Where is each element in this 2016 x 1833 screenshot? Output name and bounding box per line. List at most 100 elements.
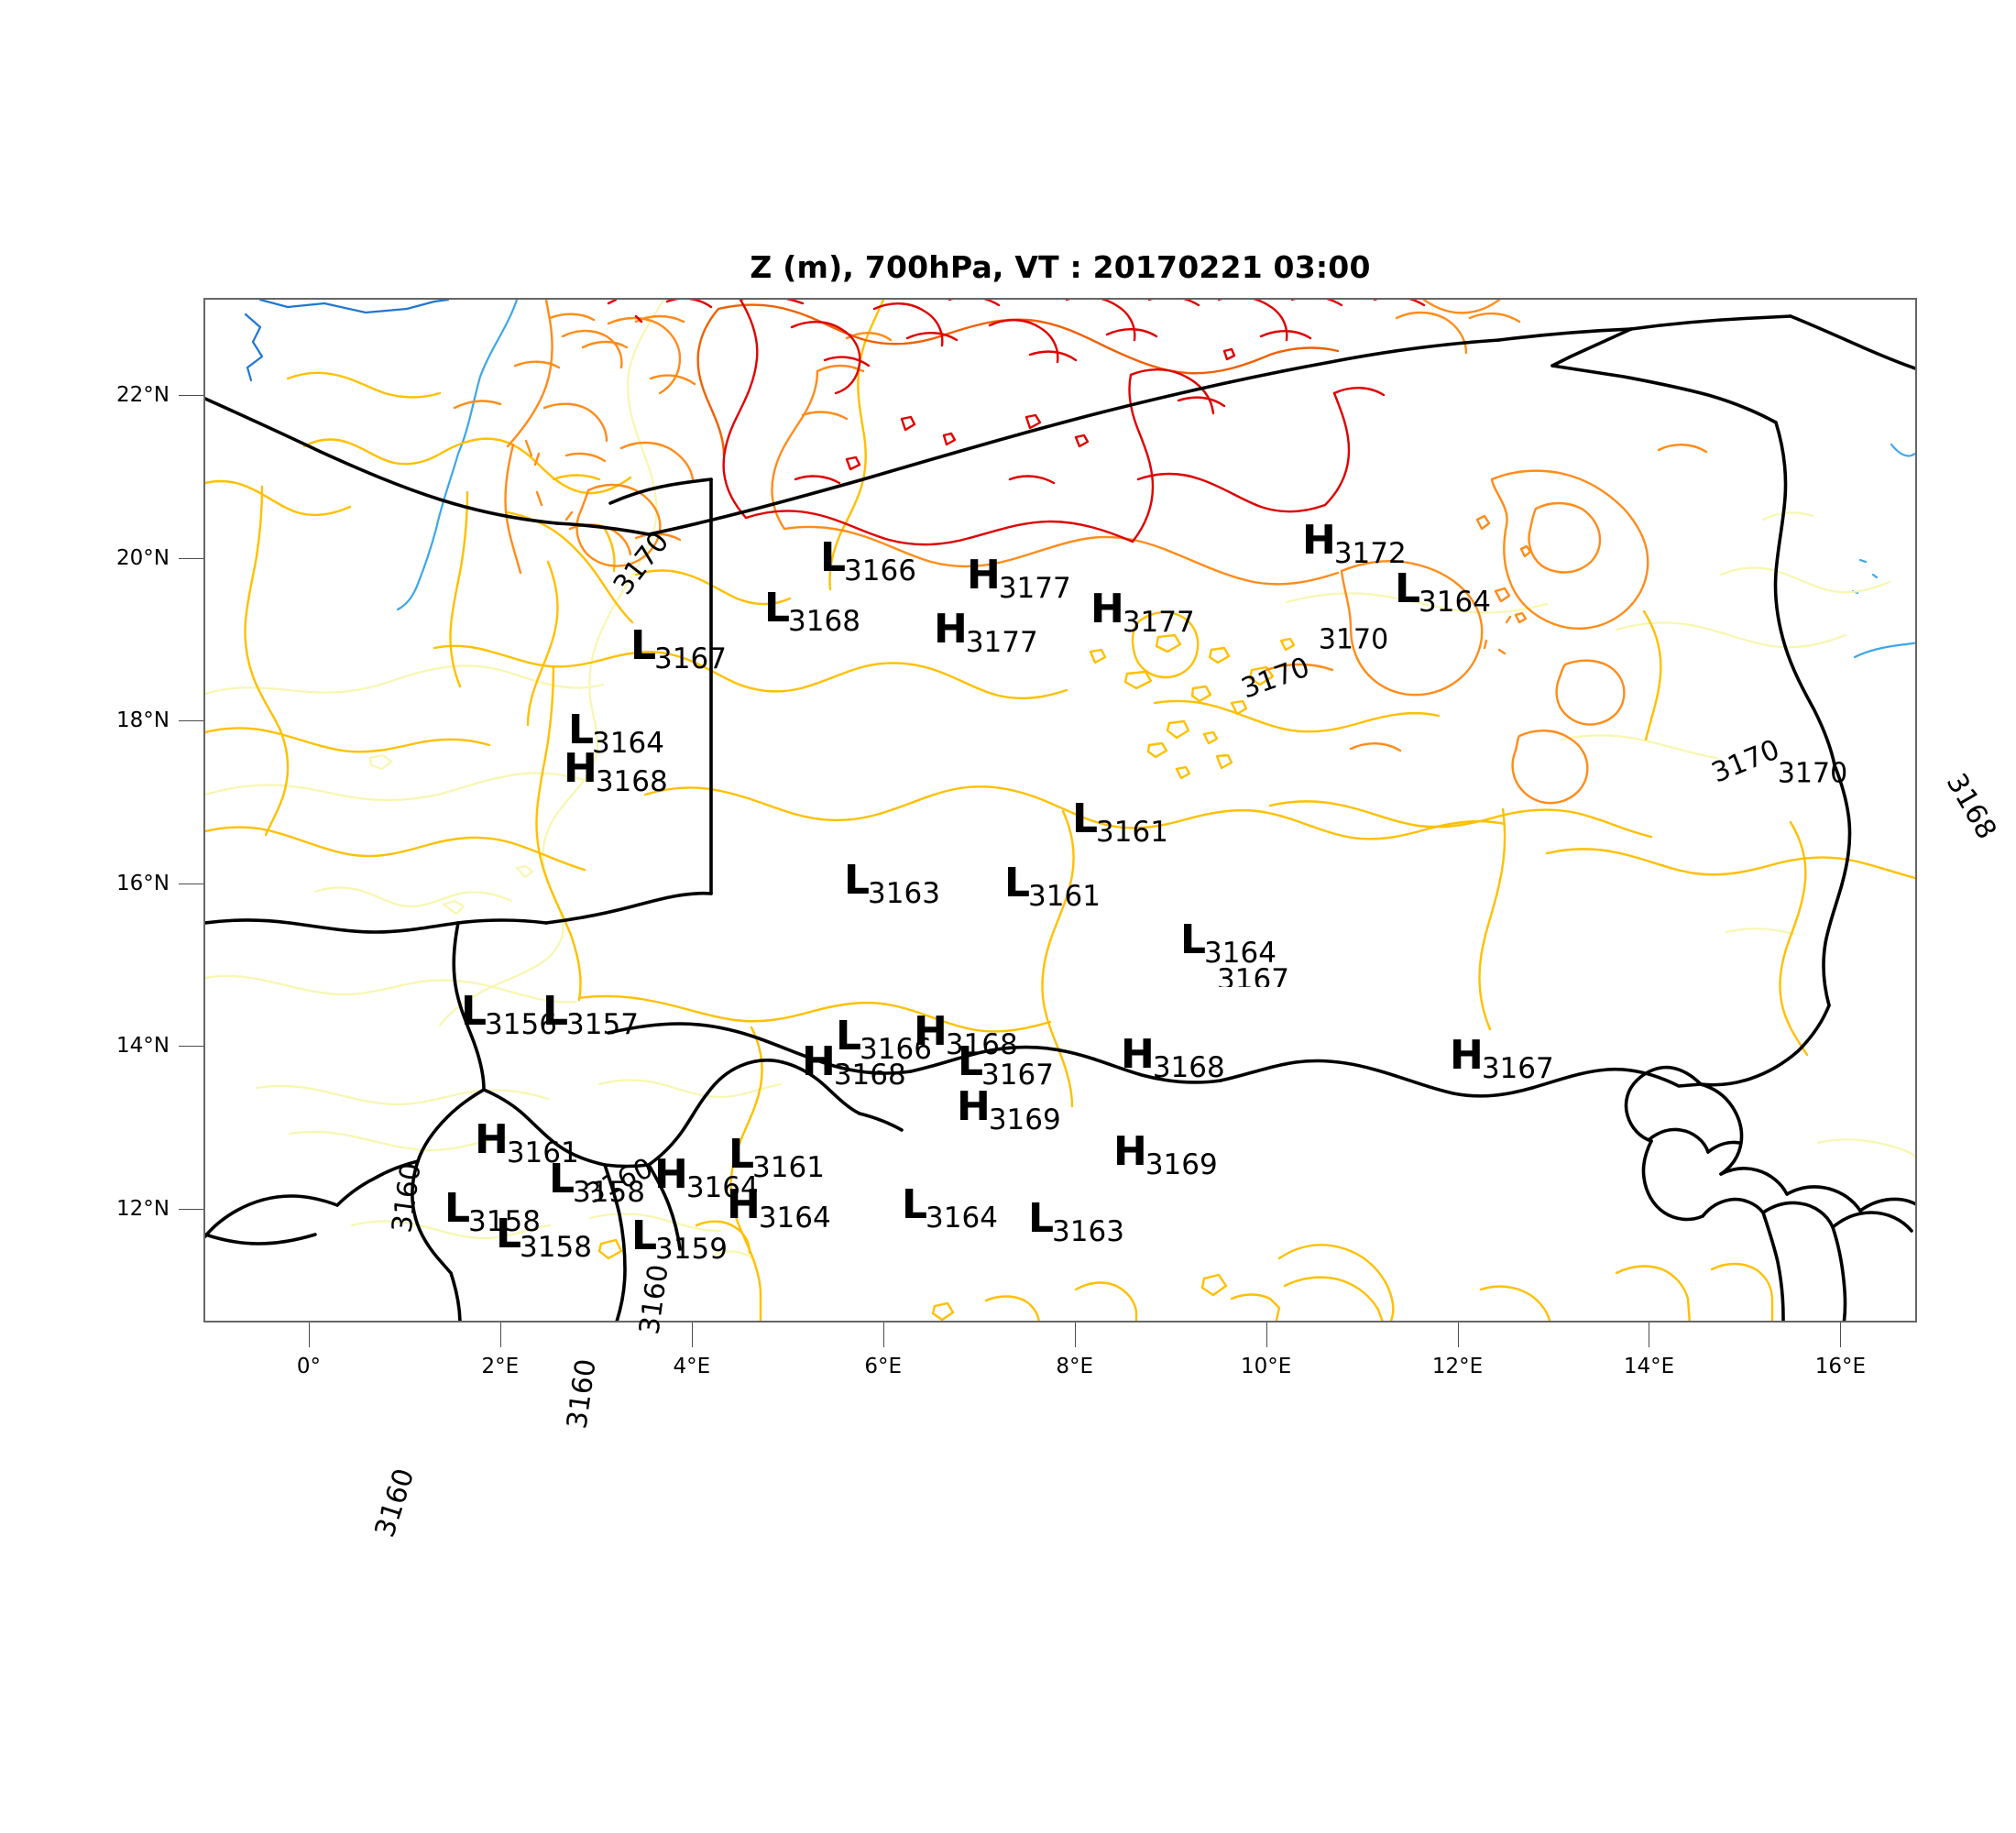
x-tick-mark bbox=[1840, 1323, 1842, 1347]
extremum-label-high: H3164 bbox=[727, 1185, 833, 1233]
y-tick-label: 22°N bbox=[116, 383, 170, 408]
extremum-symbol: L bbox=[542, 988, 569, 1035]
extremum-symbol: H bbox=[727, 1181, 761, 1228]
extremum-value: 3168 bbox=[1152, 1051, 1225, 1084]
extremum-symbol: L bbox=[1395, 565, 1421, 612]
y-tick-label: 16°N bbox=[116, 871, 170, 895]
x-tick-label: 16°E bbox=[1814, 1355, 1867, 1378]
extremum-value: 3156 bbox=[485, 1008, 557, 1041]
x-tick-label: 6°E bbox=[864, 1355, 903, 1378]
x-tick-label: 12°E bbox=[1431, 1355, 1484, 1378]
extremum-label-low: L3166 bbox=[836, 1013, 934, 1064]
contour-paleyellow bbox=[205, 300, 1915, 1260]
extremum-value: 3177 bbox=[998, 572, 1071, 605]
coastlines-and-borders bbox=[205, 314, 1915, 1321]
x-tick-mark bbox=[308, 1323, 310, 1347]
extremum-symbol: L bbox=[820, 534, 847, 581]
x-tick-mark bbox=[1265, 1323, 1267, 1347]
x-tick-label: 14°E bbox=[1623, 1355, 1675, 1378]
contour-darkorange bbox=[696, 303, 1340, 457]
extremum-label-low: L3163 bbox=[844, 861, 942, 908]
extremum-label-low: L3159 bbox=[631, 1213, 729, 1264]
extremum-symbol: H bbox=[957, 1083, 991, 1130]
contour-orange bbox=[453, 300, 1708, 805]
extremum-label-high: H3168 bbox=[802, 1042, 908, 1090]
y-tick-mark bbox=[179, 1046, 203, 1048]
extremum-label-low: L3166 bbox=[820, 538, 918, 586]
extremum-symbol: H bbox=[564, 745, 597, 792]
extremum-symbol: L bbox=[444, 1185, 471, 1232]
page-title: Z (m), 700hPa, VT : 20170221 03:00 bbox=[750, 249, 1371, 285]
extremum-label-low: L3161 bbox=[1004, 863, 1102, 911]
y-tick-mark bbox=[179, 720, 203, 722]
extremum-value: 3158 bbox=[520, 1231, 592, 1264]
extremum-value: 3168 bbox=[833, 1059, 906, 1092]
extremum-value: 3163 bbox=[868, 877, 940, 910]
extremum-symbol: L bbox=[1028, 1195, 1055, 1242]
extremum-symbol: L bbox=[1072, 796, 1099, 842]
extremum-symbol: L bbox=[1193, 947, 1219, 987]
extremum-value: 3166 bbox=[844, 554, 916, 587]
x-tick-mark bbox=[1074, 1323, 1076, 1347]
extremum-symbol: H bbox=[1113, 1128, 1147, 1175]
extremum-symbol: H bbox=[475, 1116, 509, 1163]
extremum-label-low: L3167 bbox=[630, 626, 729, 674]
extremum-value: 3168 bbox=[595, 765, 668, 798]
contour-value-label: 3170 bbox=[1318, 623, 1389, 656]
extremum-label-low: L3167 bbox=[1193, 947, 1291, 988]
extremum-value: 3158 bbox=[468, 1205, 541, 1238]
extremum-label-low: L3158 bbox=[496, 1214, 594, 1262]
extremum-value: 3161 bbox=[1028, 880, 1101, 913]
extremum-label-high: H3161 bbox=[475, 1120, 581, 1168]
extremum-value: 3164 bbox=[1419, 586, 1491, 619]
extremum-value: 3172 bbox=[1333, 537, 1407, 570]
contour-blue bbox=[244, 300, 450, 382]
contour-red bbox=[607, 300, 1426, 546]
extremum-value: 3163 bbox=[1052, 1215, 1124, 1248]
extremum-label-low: L3168 bbox=[764, 585, 862, 636]
extremum-value: 3164 bbox=[592, 727, 664, 760]
extremum-value: 3169 bbox=[1145, 1148, 1218, 1181]
extremum-label-low: L3161 bbox=[729, 1135, 827, 1182]
extremum-label-low: L3164 bbox=[1180, 920, 1278, 968]
contour-lines bbox=[205, 300, 1915, 1321]
extremum-symbol: L bbox=[902, 1181, 928, 1228]
extremum-value: 3167 bbox=[1481, 1052, 1554, 1085]
x-tick-label: 2°E bbox=[481, 1355, 520, 1378]
extremum-value: 3164 bbox=[758, 1202, 831, 1235]
extremum-value: 3164 bbox=[685, 1171, 759, 1204]
contour-value-label: 3160 bbox=[561, 1356, 603, 1432]
y-tick-mark bbox=[179, 557, 203, 559]
extremum-symbol: H bbox=[1121, 1031, 1155, 1078]
x-tick-mark bbox=[691, 1323, 693, 1347]
extremum-symbol: L bbox=[836, 1013, 862, 1059]
extremum-label-high: H3167 bbox=[1450, 1036, 1556, 1083]
extremum-label-low: L3157 bbox=[542, 992, 641, 1039]
extremum-value: 3168 bbox=[945, 1028, 1018, 1061]
extremum-symbol: H bbox=[914, 1008, 948, 1055]
extremum-value: 3161 bbox=[1096, 816, 1168, 849]
contour-value-label: 3170 bbox=[1777, 757, 1848, 790]
extremum-symbol: L bbox=[764, 585, 791, 631]
x-tick-label: 0° bbox=[296, 1355, 321, 1378]
y-tick-label: 12°N bbox=[116, 1196, 170, 1221]
extremum-symbol: L bbox=[549, 1156, 575, 1202]
extremum-label-low: L3164 bbox=[568, 710, 666, 758]
extremum-symbol: H bbox=[1450, 1032, 1484, 1079]
y-tick-mark bbox=[179, 1208, 203, 1210]
extremum-label-low: L3164 bbox=[902, 1185, 1000, 1233]
extremum-symbol: L bbox=[958, 1038, 984, 1085]
extremum-symbol: L bbox=[630, 622, 657, 669]
x-tick-label: 8°E bbox=[1056, 1355, 1093, 1378]
y-tick-mark bbox=[179, 395, 203, 397]
extremum-value: 3157 bbox=[566, 1008, 639, 1041]
y-tick-label: 14°N bbox=[116, 1034, 170, 1059]
map-plot-area bbox=[203, 298, 1917, 1323]
extremum-symbol: L bbox=[631, 1213, 658, 1259]
extremum-symbol: H bbox=[654, 1151, 688, 1198]
extremum-symbol: H bbox=[1090, 586, 1124, 632]
contour-value-label: 3160 bbox=[368, 1465, 422, 1542]
extremum-label-high: H3164 bbox=[654, 1155, 761, 1202]
x-tick-mark bbox=[499, 1323, 501, 1347]
